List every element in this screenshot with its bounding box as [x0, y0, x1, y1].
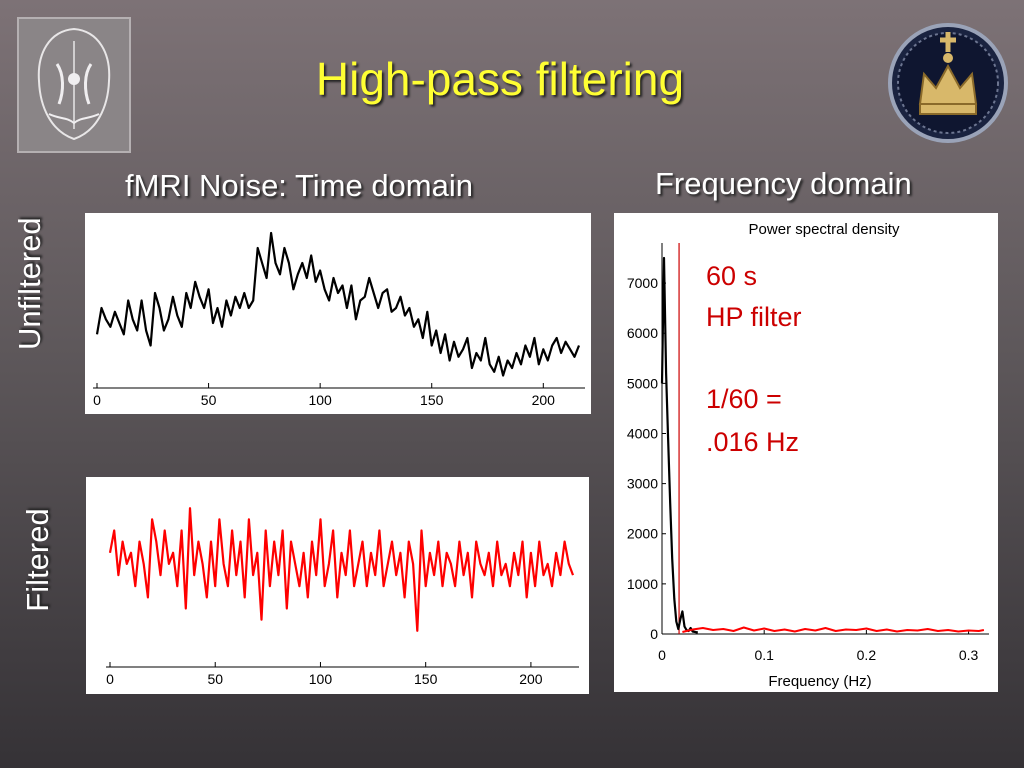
- unfiltered-series-line: [95, 231, 581, 377]
- slide-title: High-pass filtering: [315, 53, 685, 105]
- psd-y-tick-label: 5000: [627, 375, 658, 391]
- psd-y-tick-label: 0: [650, 626, 658, 642]
- psd-y-tick-label: 6000: [627, 325, 658, 341]
- unfiltered-time-chart: 0 50 100 150 200: [85, 213, 591, 414]
- psd-chart: Power spectral density 0 1000 2000 3000 4000 5…: [614, 213, 998, 692]
- psd-annotation: 60 s: [706, 261, 757, 291]
- filtered-x-tick-label: 0: [106, 671, 114, 687]
- psd-series-line: [660, 256, 699, 634]
- psd-annotation: 1/60 =: [706, 384, 782, 414]
- psd-annotation: HP filter: [706, 302, 802, 332]
- time-domain-heading: fMRI Noise: Time domain: [125, 168, 473, 203]
- unfiltered-label: Unfiltered: [12, 217, 47, 350]
- psd-series-line: [682, 626, 985, 633]
- unfiltered-time-svg: 0 50 100 150 200: [93, 231, 585, 408]
- psd-x-tick-label: 0.2: [857, 647, 877, 663]
- psd-y-tick-label: 7000: [627, 275, 658, 291]
- psd-y-tick-label: 3000: [627, 476, 658, 492]
- filtered-x-tick-label: 200: [519, 671, 543, 687]
- filtered-x-tick-label: 50: [207, 671, 223, 687]
- frequency-domain-heading: Frequency domain: [655, 166, 912, 201]
- filtered-x-tick-label: 100: [309, 671, 333, 687]
- unfiltered-x-tick-label: 50: [201, 392, 217, 408]
- psd-svg: Power spectral density 0 1000 2000 3000 4000 5…: [627, 221, 989, 690]
- psd-y-tick-label: 4000: [627, 425, 658, 441]
- filtered-x-tick-label: 150: [414, 671, 438, 687]
- psd-title: Power spectral density: [749, 221, 900, 238]
- unfiltered-x-tick-label: 0: [93, 392, 101, 408]
- filtered-time-svg: 0 50 100 150 200: [106, 507, 579, 687]
- psd-annotation: .016 Hz: [706, 427, 799, 457]
- psd-y-tick-label: 1000: [627, 576, 658, 592]
- brain-slice-icon: [37, 27, 111, 141]
- psd-x-tick-label: 0: [658, 647, 666, 663]
- filtered-label: Filtered: [20, 508, 55, 612]
- filtered-time-chart: 0 50 100 150 200: [86, 477, 589, 694]
- unfiltered-x-tick-label: 150: [420, 392, 444, 408]
- psd-x-tick-label: 0.1: [754, 647, 774, 663]
- unfiltered-x-tick-label: 200: [532, 392, 556, 408]
- filtered-series-line: [108, 507, 575, 632]
- psd-x-tick-label: 0.3: [959, 647, 979, 663]
- psd-y-tick-label: 2000: [627, 526, 658, 542]
- psd-x-label: Frequency (Hz): [768, 673, 871, 690]
- crown-seal-icon: [888, 23, 1008, 143]
- brain-logo: [17, 17, 131, 153]
- unfiltered-x-tick-label: 100: [308, 392, 332, 408]
